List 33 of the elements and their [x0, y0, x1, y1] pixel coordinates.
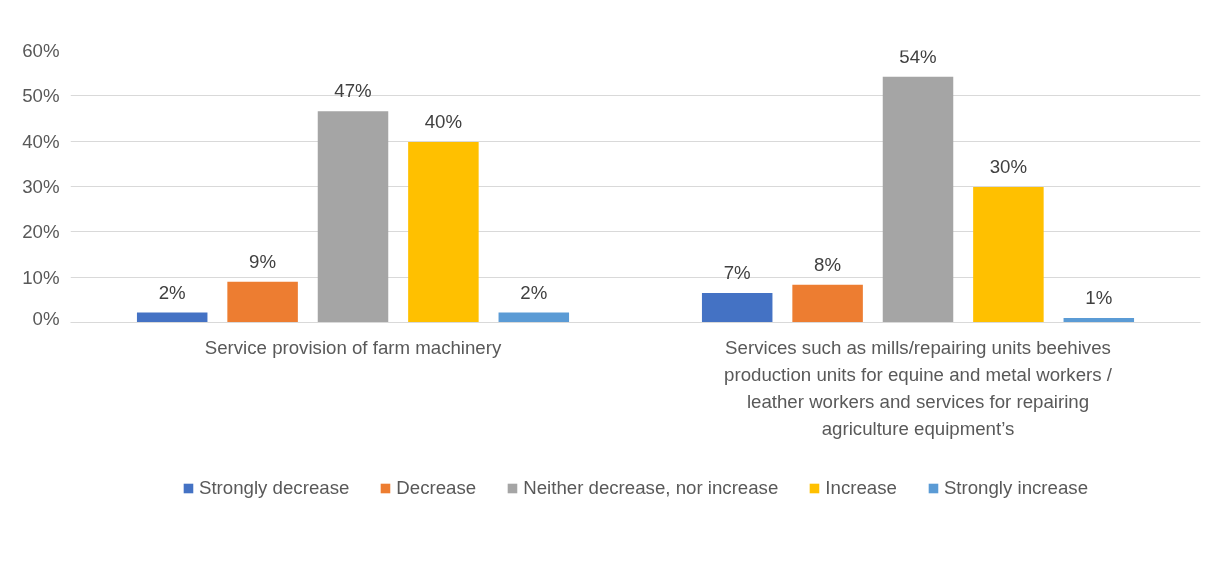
x-tick-label: Services such as mills/repairing units beehives production units for equine and metal workers / leather workers and services for repairing agriculture equipment’s — [724, 336, 1113, 440]
data-label: 40% — [424, 111, 463, 133]
legend-label: Neither decrease, nor increase — [523, 477, 779, 499]
data-label: 30% — [989, 155, 1028, 177]
y-tick-label: 40% — [22, 130, 60, 152]
bar — [701, 293, 773, 323]
bar — [136, 312, 208, 323]
bar — [227, 281, 298, 323]
bar — [882, 76, 954, 323]
bar — [498, 312, 570, 323]
legend-label: Strongly decrease — [198, 477, 350, 499]
x-tick-label: Service provision of farm machinery — [204, 336, 502, 358]
data-label: 8% — [814, 253, 842, 275]
y-tick-label: 20% — [22, 221, 60, 243]
y-tick-label: 60% — [22, 40, 60, 61]
legend-label: Strongly increase — [943, 477, 1089, 499]
data-label: 2% — [158, 281, 186, 303]
y-tick-label: 30% — [22, 176, 60, 197]
data-label: 54% — [899, 45, 937, 67]
bar — [973, 186, 1044, 323]
bar — [408, 142, 479, 323]
y-tick-label: 10% — [22, 266, 60, 288]
legend-label: Increase — [825, 477, 897, 499]
bar — [792, 284, 863, 323]
data-label: 1% — [1085, 286, 1113, 308]
data-label: 47% — [334, 80, 372, 102]
y-tick-label: 50% — [22, 85, 60, 107]
data-label: 7% — [723, 262, 751, 284]
data-label: 9% — [249, 250, 277, 272]
bar — [317, 111, 389, 323]
legend-label: Decrease — [396, 477, 477, 499]
y-tick-label: 0% — [32, 307, 60, 329]
data-label: 2% — [520, 281, 548, 303]
